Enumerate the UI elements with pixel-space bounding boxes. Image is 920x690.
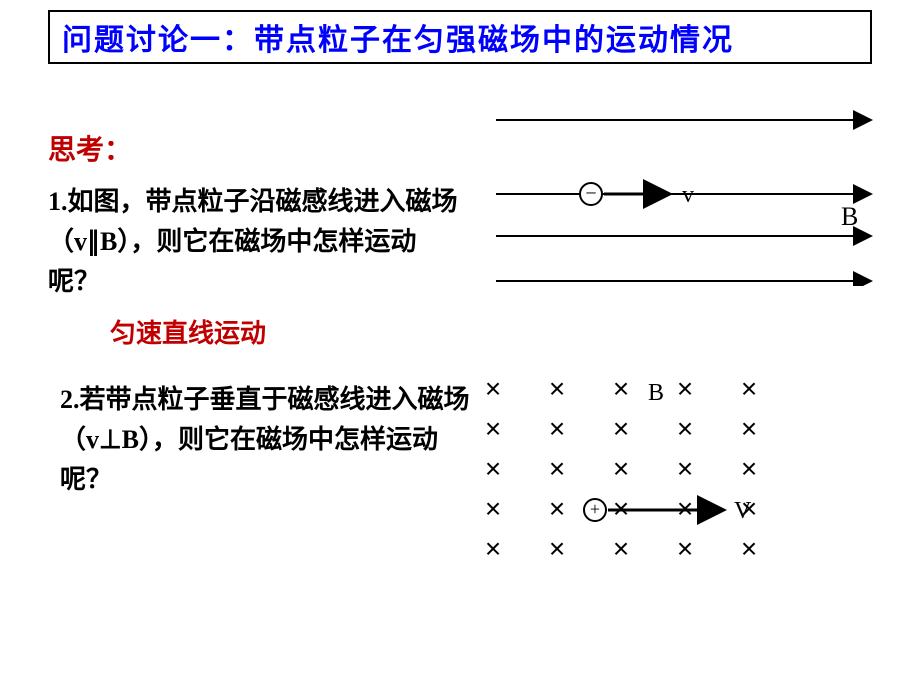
svg-text:×: × xyxy=(677,373,693,404)
svg-text:×: × xyxy=(549,413,565,444)
title-box: 问题讨论一：带点粒子在匀强磁场中的运动情况 xyxy=(48,10,872,64)
svg-text:×: × xyxy=(677,453,693,484)
question-1: 1.如图，带点粒子沿磁感线进入磁场（v∥B），则它在磁场中怎样运动呢？ xyxy=(48,182,468,302)
svg-text:×: × xyxy=(549,493,565,524)
svg-text:×: × xyxy=(613,533,629,564)
svg-text:×: × xyxy=(741,453,757,484)
page-title: 问题讨论一：带点粒子在匀强磁场中的运动情况 xyxy=(62,15,734,59)
svg-text:×: × xyxy=(549,373,565,404)
think-label: 思考： xyxy=(48,128,132,168)
svg-text:B: B xyxy=(841,202,858,231)
svg-text:×: × xyxy=(485,413,501,444)
svg-text:×: × xyxy=(613,373,629,404)
question-2: 2.若带点粒子垂直于磁感线进入磁场（v⊥B），则它在磁场中怎样运动呢？ xyxy=(60,380,480,500)
svg-text:×: × xyxy=(741,373,757,404)
diagram-into-page-field: ×××××××××××××××××××××××××B+V xyxy=(478,370,808,580)
svg-text:×: × xyxy=(613,413,629,444)
svg-text:V: V xyxy=(734,498,752,524)
svg-text:−: − xyxy=(585,183,596,205)
svg-text:×: × xyxy=(485,493,501,524)
svg-text:×: × xyxy=(549,453,565,484)
svg-text:×: × xyxy=(677,533,693,564)
answer-1: 匀速直线运动 xyxy=(110,313,266,350)
svg-text:×: × xyxy=(613,453,629,484)
svg-text:×: × xyxy=(741,533,757,564)
svg-text:×: × xyxy=(677,413,693,444)
svg-text:+: + xyxy=(590,499,600,519)
svg-text:×: × xyxy=(485,453,501,484)
svg-text:×: × xyxy=(549,533,565,564)
svg-text:×: × xyxy=(485,373,501,404)
svg-text:v: v xyxy=(682,182,694,208)
diagram-parallel-field: −vB xyxy=(496,106,896,286)
svg-text:×: × xyxy=(741,413,757,444)
svg-text:B: B xyxy=(648,380,664,406)
svg-text:×: × xyxy=(485,533,501,564)
